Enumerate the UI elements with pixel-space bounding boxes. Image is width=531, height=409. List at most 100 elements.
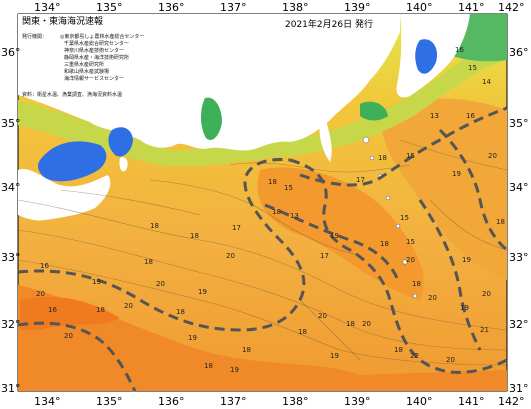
temperature-label: 18 <box>378 154 387 162</box>
temperature-label: 13 <box>430 112 439 120</box>
map-title: 関東・東海海況速報 <box>22 15 103 27</box>
lon-label: 134° <box>34 395 61 408</box>
temperature-label: 20 <box>428 294 437 302</box>
lon-label: 139° <box>344 395 371 408</box>
lat-label: 36° <box>1 46 21 59</box>
temperature-label: 18 <box>96 306 105 314</box>
temperature-label: 18 <box>272 208 281 216</box>
issue-date: 2021年2月26日 発行 <box>285 18 373 30</box>
shikoku-island <box>18 168 111 221</box>
temperature-label: 18 <box>380 240 389 248</box>
temperature-label: 16 <box>40 262 49 270</box>
temperature-labels: 16 15 14 13 16 18 15 18 15 17 19 20 18 18 20 17 15 19 13 18… <box>36 46 505 374</box>
lat-label: 33° <box>509 251 529 264</box>
map-area: 16 15 14 13 16 18 15 18 15 17 19 20 18 18 20 17 15 19 13 18… <box>17 13 508 392</box>
temperature-label: 18 <box>496 218 505 226</box>
coastal-green-water <box>18 40 507 167</box>
lat-label: 36° <box>509 46 529 59</box>
temperature-label: 19 <box>92 278 101 286</box>
kuroshio-axis-lines <box>17 106 508 392</box>
lat-label: 35° <box>509 117 529 130</box>
temperature-label: 15 <box>284 184 293 192</box>
temperature-label: 18 <box>144 258 153 266</box>
kuroshio-inner-loop <box>264 203 400 281</box>
lat-label: 34° <box>1 181 21 194</box>
east-offshore-axis <box>438 128 508 252</box>
lon-label: 142° <box>498 1 525 14</box>
agency-item: 静岡県水産・海洋技術研究所 <box>64 54 129 61</box>
temperature-label: 18 <box>412 280 421 288</box>
agency-item: 海洋情報サービスセンター <box>64 75 124 82</box>
latitude-labels-left: 36° 35° 34° 33° 32° 31° <box>1 46 21 395</box>
temperature-label: 18 <box>176 308 185 316</box>
temperature-label: 19 <box>452 170 461 178</box>
longitude-labels-bottom: 134° 135° 136° 137° 138° 139° 140° 141° … <box>34 395 525 408</box>
header-info: 関東・東海海況速報 2021年2月26日 発行 発行機関： ◎東京都島しょ農林水… <box>18 14 373 98</box>
japan-land <box>18 14 400 151</box>
izu-islands <box>362 136 418 299</box>
osaka-bay <box>108 127 133 157</box>
agency-item: 神奈川県水産技術センター <box>64 47 124 54</box>
lon-label: 141° <box>458 395 485 408</box>
temperature-label: 17 <box>356 176 365 184</box>
lon-label: 134° <box>34 1 61 14</box>
lon-label: 137° <box>220 1 247 14</box>
kuroshio-northern-loop <box>299 106 508 187</box>
temperature-label: 15 <box>406 152 415 160</box>
temperature-label: 22 <box>410 352 419 360</box>
temperature-label: 20 <box>226 252 235 260</box>
temperature-label: 19 <box>460 304 469 312</box>
temperature-label: 20 <box>406 256 415 264</box>
kuroshio-meander-axis <box>289 158 508 374</box>
lat-label: 34° <box>509 181 529 194</box>
seto-inland-sea <box>37 141 107 182</box>
temperature-label: 19 <box>330 352 339 360</box>
sources-note: 資料：衛星水温、漁業調査、漁海況資料水温 <box>22 91 122 98</box>
lon-label: 138° <box>282 395 309 408</box>
lon-label: 140° <box>406 395 433 408</box>
warm-water-band <box>18 285 507 391</box>
awaji-island <box>119 157 128 172</box>
lat-label: 35° <box>1 117 21 130</box>
agency-item: 和歌山県水産試験場 <box>64 68 109 75</box>
temperature-label: 15 <box>400 214 409 222</box>
lat-label: 31° <box>1 382 21 395</box>
temperature-label: 18 <box>268 178 277 186</box>
temperature-label: 21 <box>480 326 489 334</box>
kuroshio-main-axis <box>17 158 306 332</box>
temperature-label: 17 <box>320 252 329 260</box>
temperature-label: 18 <box>346 320 355 328</box>
sagami-bay <box>360 101 388 121</box>
lat-label: 33° <box>1 251 21 264</box>
agency-item: 三重県水産研究所 <box>64 61 104 68</box>
temperature-label: 20 <box>36 290 45 298</box>
agency-list: 発行機関： ◎東京都島しょ農林水産総合センター 千葉県水産総合研究センター 神奈… <box>22 33 144 98</box>
temperature-label: 20 <box>446 356 455 364</box>
latitude-labels-right: 36° 35° 34° 33° 32° 31° <box>509 46 529 395</box>
temperature-label: 20 <box>124 302 133 310</box>
temperature-label: 15 <box>406 238 415 246</box>
temperature-label: 19 <box>188 334 197 342</box>
temperature-label: 18 <box>394 346 403 354</box>
lon-label: 141° <box>458 1 485 14</box>
agency-item: ◎東京都島しょ農林水産総合センター <box>60 33 144 40</box>
temperature-label: 14 <box>482 78 491 86</box>
temperature-label: 13 <box>290 212 299 220</box>
tokyo-bay <box>415 39 438 74</box>
ise-bay <box>200 97 222 141</box>
temperature-label: 18 <box>190 232 199 240</box>
temperature-label: 16 <box>48 306 57 314</box>
temperature-label: 15 <box>468 64 477 72</box>
temperature-label: 19 <box>330 232 339 240</box>
temperature-label: 17 <box>232 224 241 232</box>
temperature-label: 20 <box>362 320 371 328</box>
temperature-label: 20 <box>482 290 491 298</box>
temperature-label: 20 <box>488 152 497 160</box>
temperature-label: 20 <box>64 332 73 340</box>
temperature-label: 18 <box>298 328 307 336</box>
lat-label: 31° <box>509 382 529 395</box>
lon-label: 135° <box>96 1 123 14</box>
lon-label: 136° <box>158 395 185 408</box>
izu-peninsula <box>319 120 332 162</box>
